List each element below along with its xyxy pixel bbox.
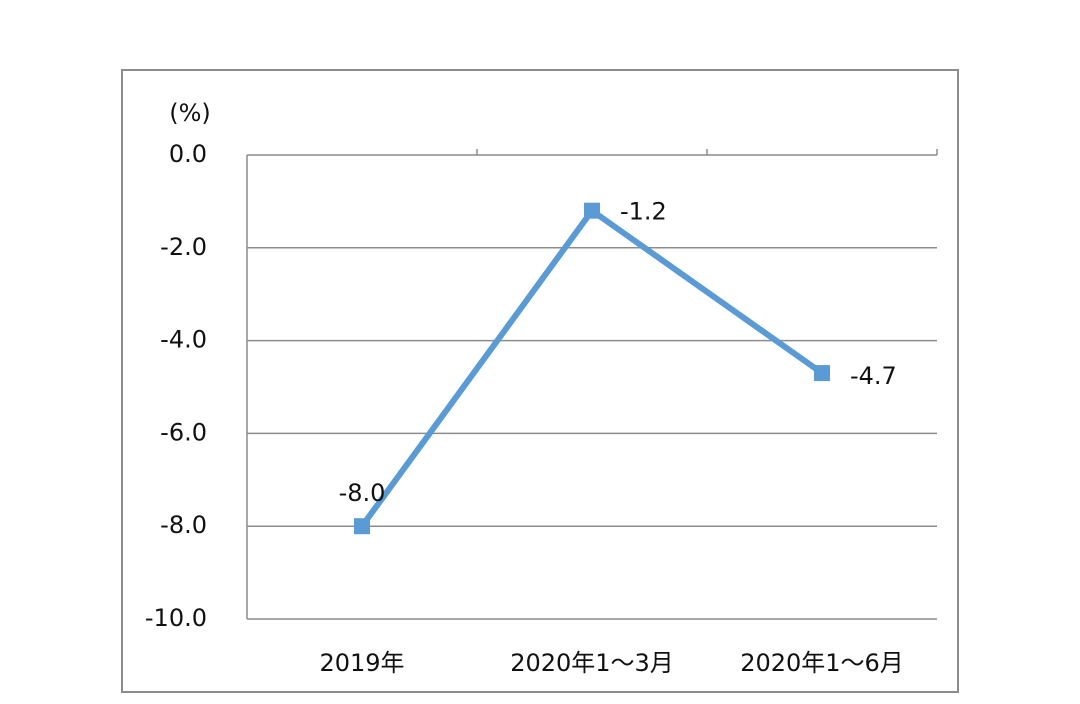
y-tick-label: -2.0	[160, 233, 207, 261]
data-label: -1.2	[620, 198, 667, 226]
data-label: -4.7	[850, 362, 897, 390]
y-tick-label: -10.0	[145, 604, 207, 632]
y-tick-label: 0.0	[169, 140, 207, 168]
chart-frame	[121, 69, 959, 693]
marker	[814, 365, 830, 382]
y-tick-label: -8.0	[160, 511, 207, 539]
y-tick-label: -6.0	[160, 418, 207, 446]
marker	[584, 202, 600, 219]
line	[359, 207, 824, 528]
y-tick-label: -4.0	[160, 326, 207, 354]
marker	[354, 518, 370, 535]
x-tick-label: 2020年1～3月	[510, 649, 674, 677]
y-axis-label: (%)	[169, 99, 211, 127]
x-tick-label: 2019年	[319, 649, 404, 677]
x-tick-label: 2020年1～6月	[740, 649, 904, 677]
data-label: -8.0	[339, 479, 386, 507]
